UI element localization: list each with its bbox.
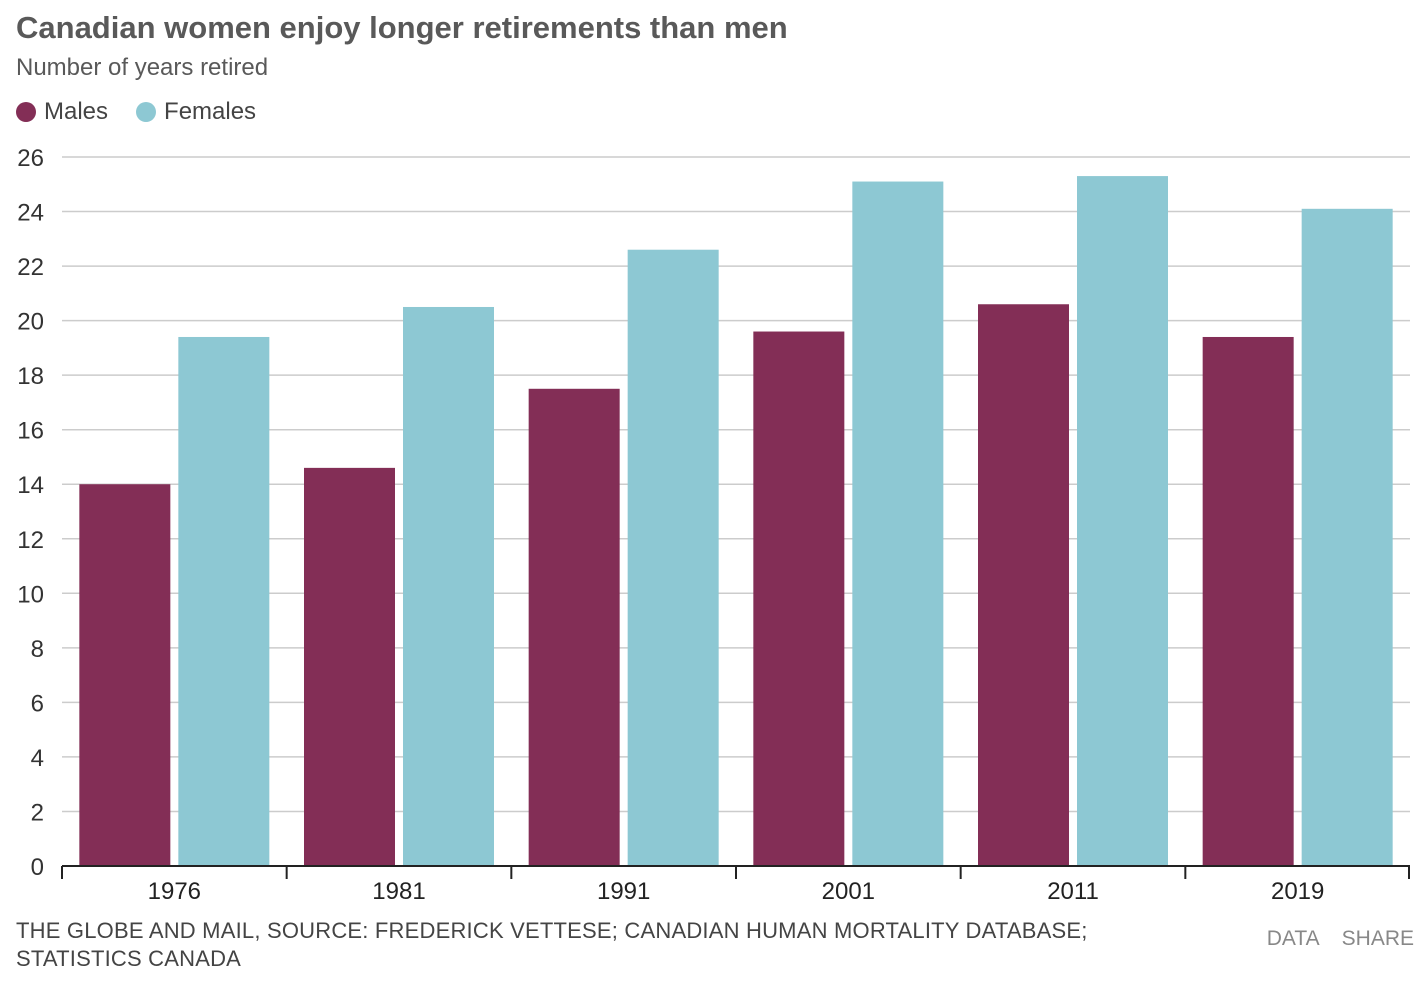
legend: Males Females <box>16 98 256 126</box>
x-tick-label: 1976 <box>148 878 201 905</box>
y-tick-label: 12 <box>17 527 44 554</box>
bar-males-1981 <box>304 467 395 866</box>
bar-females-1976 <box>178 336 270 866</box>
legend-swatch-males <box>16 102 36 122</box>
y-tick-label: 26 <box>17 145 44 172</box>
source-note: THE GLOBE AND MAIL, SOURCE: FREDERICK VE… <box>16 918 1088 971</box>
bar-males-2011 <box>978 304 1069 866</box>
bar-females-2001 <box>852 181 944 867</box>
x-tick-label: 2019 <box>1271 878 1324 905</box>
bar-males-1991 <box>528 388 620 866</box>
x-tick-label: 2001 <box>822 878 875 905</box>
bar-males-2019 <box>1202 336 1294 866</box>
y-tick-label: 20 <box>17 309 44 336</box>
y-tick-label: 4 <box>31 745 44 772</box>
legend-item-males: Males <box>16 98 108 126</box>
legend-label-females: Females <box>164 98 257 125</box>
x-tick-label: 1991 <box>597 878 650 905</box>
bar-females-2011 <box>1077 176 1168 867</box>
y-tick-label: 2 <box>31 799 44 826</box>
chart-subtitle: Number of years retired <box>16 54 269 81</box>
chart-title: Canadian women enjoy longer retirements … <box>16 10 788 45</box>
y-tick-label: 24 <box>17 200 44 227</box>
y-tick-label: 6 <box>31 690 44 717</box>
legend-item-females: Females <box>136 98 256 126</box>
legend-label-males: Males <box>44 98 109 125</box>
y-tick-label: 16 <box>17 418 44 445</box>
bar-females-1981 <box>403 306 494 866</box>
bar-males-2001 <box>753 331 845 866</box>
bar-females-1991 <box>627 249 719 866</box>
y-tick-label: 8 <box>31 636 44 663</box>
share-link[interactable]: SHARE <box>1341 927 1414 950</box>
y-tick-label: 10 <box>17 581 44 608</box>
y-tick-label: 14 <box>17 472 44 499</box>
bar-males-1976 <box>79 484 171 866</box>
x-tick-label: 2011 <box>1047 878 1099 905</box>
bar-females-2019 <box>1301 208 1393 867</box>
y-tick-label: 22 <box>17 254 44 281</box>
chart-actions: DATA SHARE <box>1267 927 1414 951</box>
y-tick-label: 18 <box>17 363 44 390</box>
x-tick-label: 1981 <box>372 878 425 905</box>
legend-swatch-females <box>136 102 157 122</box>
y-tick-label: 0 <box>31 854 44 881</box>
data-link[interactable]: DATA <box>1266 927 1320 950</box>
